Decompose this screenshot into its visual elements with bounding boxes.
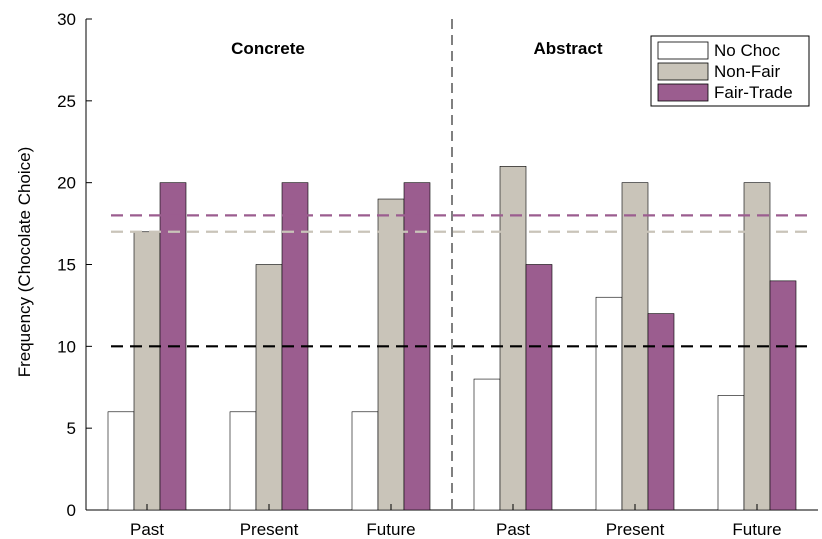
- bar-no-choc: [229, 411, 257, 511]
- bar-no-choc: [351, 411, 379, 511]
- bar-non-fair: [255, 264, 283, 511]
- bar-no-choc: [473, 378, 501, 511]
- y-tick-label: 5: [67, 419, 76, 438]
- legend-swatch-no-choc: [657, 41, 709, 60]
- legend-label-non-fair: Non-Fair: [714, 62, 780, 81]
- bar-fair-trade: [647, 313, 675, 511]
- bar-non-fair: [499, 166, 527, 511]
- x-tick-label: Present: [606, 520, 665, 539]
- x-tick-label: Future: [732, 520, 781, 539]
- group-title-concrete: Concrete: [231, 39, 305, 58]
- y-tick-label: 30: [57, 10, 76, 29]
- y-tick-label: 20: [57, 174, 76, 193]
- legend-swatch-fair-trade: [657, 83, 709, 102]
- legend-swatch-non-fair: [657, 62, 709, 81]
- y-tick-label: 15: [57, 256, 76, 275]
- bar-no-choc: [717, 395, 745, 511]
- bar-no-choc: [107, 411, 135, 511]
- bar-fair-trade: [525, 264, 553, 511]
- group-title-abstract: Abstract: [534, 39, 603, 58]
- y-tick-label: 25: [57, 92, 76, 111]
- x-tick-label: Past: [496, 520, 530, 539]
- legend-label-fair-trade: Fair-Trade: [714, 83, 793, 102]
- x-tick-label: Present: [240, 520, 299, 539]
- bar-non-fair: [133, 231, 161, 511]
- plot-area: 0 5 10 15 20 25 30 Past Present Future Past Present…: [57, 10, 818, 539]
- y-tick-label: 10: [57, 337, 76, 356]
- x-tick-label: Past: [130, 520, 164, 539]
- x-tick-label: Future: [366, 520, 415, 539]
- bar-no-choc: [595, 296, 623, 511]
- y-axis-label: Frequency (Chocolate Choice): [15, 147, 34, 378]
- bar-non-fair: [377, 198, 405, 511]
- legend-label-no-choc: No Choc: [714, 41, 781, 60]
- y-tick-label: 0: [67, 501, 76, 520]
- bar-fair-trade: [769, 280, 797, 511]
- legend: No Choc Non-Fair Fair-Trade: [650, 35, 810, 107]
